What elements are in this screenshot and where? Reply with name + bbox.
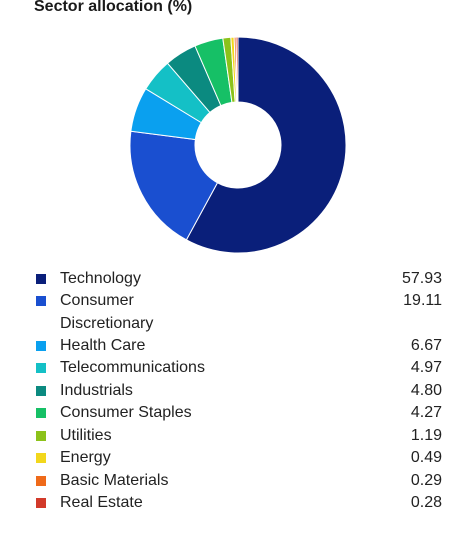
donut-chart (129, 36, 347, 254)
legend-label: Telecommunications (60, 359, 205, 376)
legend-value: 0.29 (410, 472, 442, 489)
legend-swatch (36, 386, 46, 396)
legend-item: Consumer Discretionary 19.11 (0, 290, 458, 332)
legend-value: 4.80 (410, 382, 442, 399)
slice-technology (185, 36, 347, 254)
legend-item: Technology 57.93 (0, 268, 458, 290)
legend-item: Real Estate 0.28 (0, 492, 458, 514)
legend-label: Energy (60, 449, 111, 466)
legend-swatch (36, 363, 46, 373)
slice-real-estate (235, 36, 239, 103)
legend-value: 4.27 (410, 404, 442, 421)
legend-swatch (36, 274, 46, 284)
legend-swatch (36, 408, 46, 418)
legend-label: Basic Materials (60, 472, 169, 489)
legend-label: Industrials (60, 382, 133, 399)
legend-swatch (36, 453, 46, 463)
legend-item: Consumer Staples 4.27 (0, 402, 458, 424)
legend-swatch (36, 476, 46, 486)
legend-label: Real Estate (60, 494, 143, 511)
legend-swatch (36, 498, 46, 508)
legend-swatch (36, 341, 46, 351)
legend-item: Industrials 4.80 (0, 380, 458, 402)
legend-value: 1.19 (410, 427, 442, 444)
legend-item: Utilities 1.19 (0, 425, 458, 447)
legend-item: Energy 0.49 (0, 447, 458, 469)
legend-value: 0.28 (410, 494, 442, 511)
legend-label: Technology (60, 270, 141, 287)
chart-title: Sector allocation (%) (34, 0, 193, 15)
legend-item: Basic Materials 0.29 (0, 470, 458, 492)
slice-consumer-discretionary (129, 130, 219, 241)
legend-item: Health Care 6.67 (0, 335, 458, 357)
legend-label: Consumer Staples (60, 404, 192, 421)
legend-value: 0.49 (410, 449, 442, 466)
legend-value: 19.11 (403, 292, 442, 309)
legend-item: Telecommunications 4.97 (0, 357, 458, 379)
legend-value: 57.93 (401, 270, 442, 287)
legend-label: Consumer Discretionary (60, 292, 154, 332)
legend-value: 6.67 (410, 337, 442, 354)
legend-label: Health Care (60, 337, 146, 354)
legend-label: Utilities (60, 427, 112, 444)
legend-value: 4.97 (410, 359, 442, 376)
legend-swatch (36, 431, 46, 441)
legend-swatch (36, 296, 46, 306)
